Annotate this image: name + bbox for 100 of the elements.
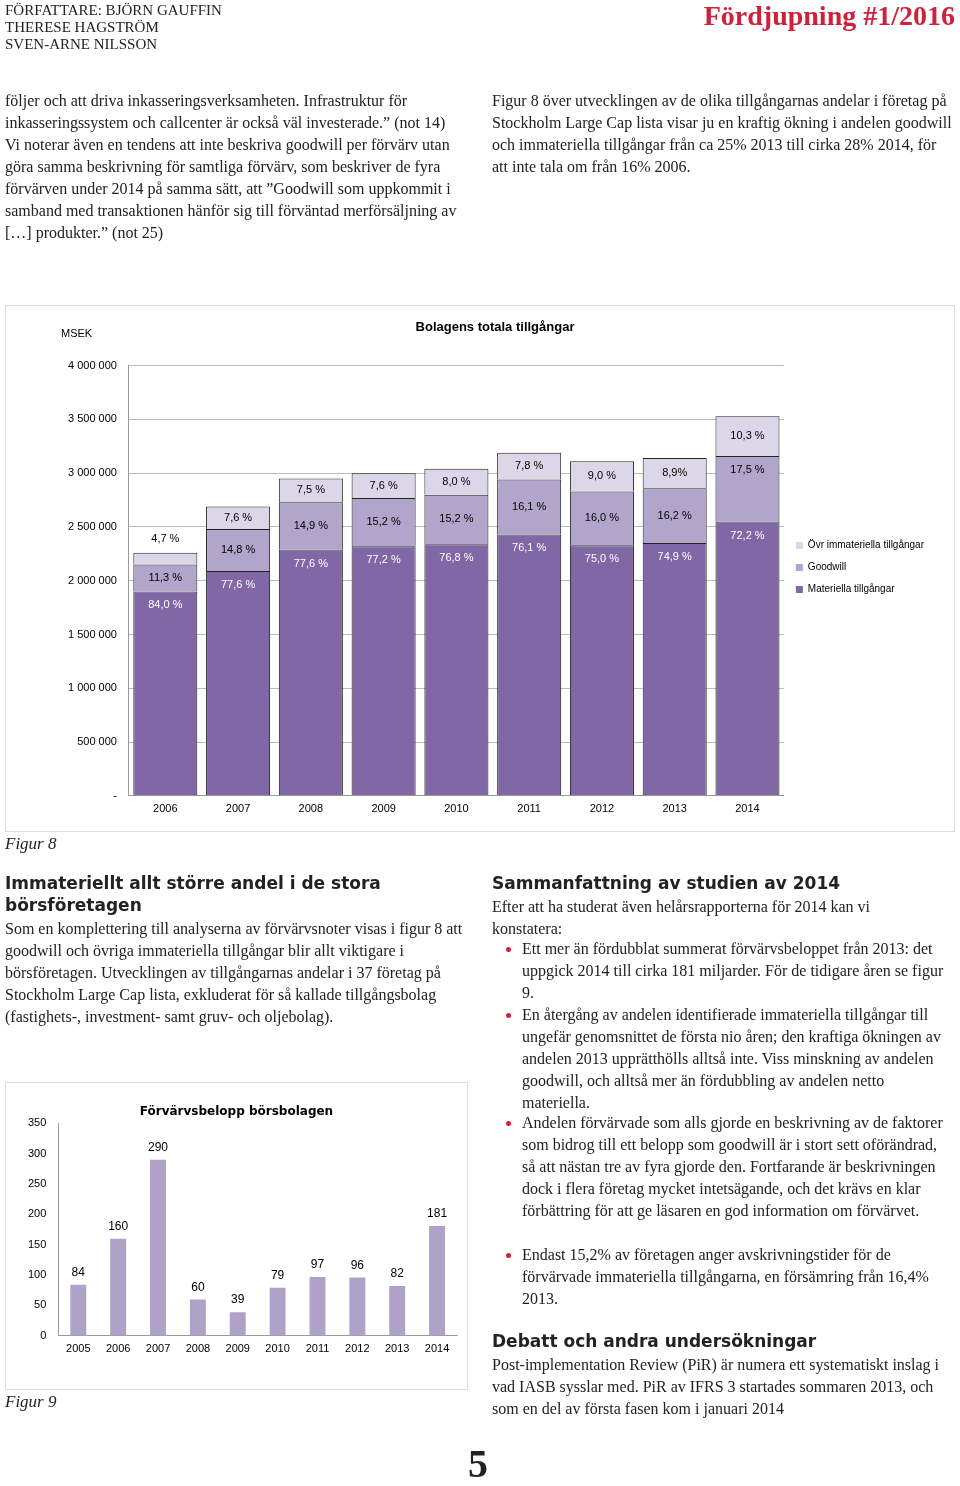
bar bbox=[189, 1299, 206, 1336]
legend-label: Materiella tillgångar bbox=[807, 583, 896, 595]
bar bbox=[150, 1159, 166, 1336]
x-tick-label: 2014 bbox=[735, 802, 760, 815]
data-label: 84 bbox=[71, 1265, 86, 1280]
x-tick-label: 2013 bbox=[662, 802, 687, 815]
text: En återgång av andelen identifierade immateriella tillgångar till ungefär genomsnittet de första nio åren; den kraftiga ökningen av andelen 2013 upprätthölls alltså inte. Viss minskning av andelen goodwill, och alltså mer än fördubbling av andelen netto materiella. bbox=[522, 1006, 941, 1111]
annotation: 16,1 % bbox=[512, 500, 547, 513]
y-tick-label: 500 000 bbox=[77, 735, 117, 748]
x-tick-label: 2008 bbox=[298, 802, 324, 815]
annotation: 72,2 % bbox=[730, 528, 765, 541]
text: Figur 8 bbox=[5, 834, 57, 854]
bar bbox=[309, 1276, 326, 1336]
legend-label: Övr immateriella tillgångar bbox=[807, 539, 925, 551]
annotation: 10,3 % bbox=[730, 429, 765, 442]
text: 5 bbox=[468, 1441, 488, 1486]
x-tick-label: 2014 bbox=[424, 1342, 450, 1355]
bar bbox=[269, 1287, 286, 1336]
x-tick-label: 2012 bbox=[345, 1342, 370, 1355]
text: Ett mer än fördubblat summerat förvärvsbeloppet från 2013: det uppgick 2014 till cirka 181 miljarder. För de tidigare åren se figur 9. bbox=[522, 940, 944, 1001]
annotation: 8,9% bbox=[662, 466, 688, 479]
text: Figur 9 bbox=[5, 1392, 57, 1412]
text: Fördjupning #1/2016 bbox=[703, 0, 955, 31]
x-tick-label: 2009 bbox=[225, 1342, 250, 1355]
legend-label: Goodwill bbox=[807, 561, 847, 573]
text: FÖRFATTARE: BJÖRN GAUFFIN THERESE HAGSTRÖM SVEN-ARNE NILSSON bbox=[5, 2, 222, 52]
annotation: 11,3 % bbox=[148, 571, 183, 584]
y-tick-label: 250 bbox=[27, 1177, 47, 1190]
annotation: 84,0 % bbox=[148, 598, 183, 611]
data-label: 60 bbox=[191, 1279, 205, 1294]
annotation: 77,6 % bbox=[293, 556, 329, 569]
data-label: 290 bbox=[148, 1140, 169, 1155]
data-label: 82 bbox=[390, 1266, 405, 1281]
annotation: 9,0 % bbox=[587, 469, 617, 482]
y-tick-label: 3 500 000 bbox=[68, 412, 117, 425]
y-tick-label: 1 500 000 bbox=[68, 627, 117, 640]
x-tick-label: 2013 bbox=[384, 1342, 410, 1355]
text: Andelen förvärvade som alls gjorde en beskrivning av de faktorer som bidrog till ett belopp som goodwill är i stort sett oförändrad, så att nästan tre av fyra gjorde den. Fortfarande är beskrivningen dock i flera företag mycket intetsägande, och det krävs en klar förbättring för att ge läsaren en god information om förvärvet. bbox=[522, 1114, 943, 1219]
y-tick-label: 1 000 000 bbox=[68, 681, 117, 694]
y-tick-label: 100 bbox=[27, 1268, 47, 1281]
annotation: 4,7 % bbox=[151, 531, 180, 544]
annotation: 7,5 % bbox=[296, 483, 326, 496]
y-tick-label: 0 bbox=[40, 1328, 47, 1341]
y-tick-label: 2 000 000 bbox=[68, 573, 117, 586]
text: Efter att ha studerat även helårsrapporterna för 2014 kan vi konstatera: bbox=[492, 898, 871, 937]
bar bbox=[349, 1277, 366, 1336]
text: Som en komplettering till analyserna av förvärvsnoter visas i figur 8 att goodwill och övriga immateriella tillgångar blir allt viktigare i börsföretagen. Utvecklingen av tillgångarnas andelar i 37 företag på Stockholm Large Cap lista, exkluderat för så kallade tillgångsbolag (fastighets-, investment- samt gruv- och oljebolag). bbox=[5, 920, 463, 1025]
y-tick-label: 200 bbox=[27, 1207, 47, 1220]
annotation: 14,9 % bbox=[293, 518, 329, 531]
data-label: 181 bbox=[427, 1206, 448, 1221]
x-tick-label: 2011 bbox=[517, 802, 541, 815]
bar bbox=[70, 1284, 87, 1336]
annotation: 16,0 % bbox=[584, 511, 620, 524]
annotation: 76,1 % bbox=[512, 541, 547, 554]
annotation: 7,8 % bbox=[515, 459, 544, 472]
data-label: 79 bbox=[270, 1268, 285, 1283]
bar bbox=[389, 1286, 406, 1336]
x-tick-label: 2007 bbox=[145, 1342, 171, 1355]
data-label: 39 bbox=[231, 1292, 245, 1307]
annotation: 15,2 % bbox=[366, 515, 401, 528]
chart-title: Förvärvsbelopp börsbolagen bbox=[139, 1104, 334, 1119]
x-tick-label: 2011 bbox=[305, 1342, 330, 1355]
annotation: 77,6 % bbox=[220, 578, 256, 591]
text: Immateriellt allt större andel i de stora börsföretagen bbox=[5, 873, 381, 915]
annotation: 17,5 % bbox=[730, 462, 765, 475]
text: Figur 8 över utvecklingen av de olika tillgångarnas andelar i företag på Stockholm Large Cap lista visar ju en kraftig ökning i andelen goodwill och immateriella tillgångar från ca 25% 2013 till cirka 28% 2014, för att inte tala om från 16% 2006. bbox=[492, 92, 952, 175]
y-tick-label: 150 bbox=[27, 1237, 47, 1250]
y-tick-label: - bbox=[113, 788, 118, 801]
bar bbox=[110, 1238, 127, 1336]
x-tick-label: 2012 bbox=[589, 802, 615, 815]
text: Post-implementation Review (PiR) är numera ett systematiskt inslag i vad IASB sysslar med. PiR av IFRS 3 startades sommaren 2013, och som en del av första fasen kom i januari 2014 bbox=[492, 1356, 940, 1417]
annotation: 77,2 % bbox=[366, 553, 401, 566]
chart-title: Bolagens totala tillgångar bbox=[415, 319, 575, 335]
y-tick-label: 4 000 000 bbox=[68, 358, 117, 371]
x-tick-label: 2008 bbox=[185, 1342, 211, 1355]
y-tick-label: 50 bbox=[34, 1298, 47, 1311]
y-axis-title: MSEK bbox=[61, 327, 93, 340]
text: följer och att driva inkasseringsverksamheten. Infrastruktur för inkasseringssystem och callcenter är också väl investerade.” (not 14) Vi noterar även en tendens att inte beskriva goodwill per förvärv utan göra samma beskrivning för samtliga förvärv, som beskriver de fyra förvärven under 2014 på samma sätt, att ”Goodwill som uppkommit i samband med transaktionen hänför sig till förväntad merförsäljning av […] produkter.” (not 25) bbox=[5, 92, 457, 241]
x-tick-label: 2010 bbox=[265, 1342, 290, 1355]
annotation: 75,0 % bbox=[584, 552, 620, 565]
text: Endast 15,2% av företagen anger avskrivningstider för de förvärvade immateriella tillgångarna, en försämring från 16,4% 2013. bbox=[522, 1246, 929, 1307]
y-tick-label: 2 500 000 bbox=[68, 519, 117, 532]
text: Sammanfattning av studien av 2014 bbox=[492, 873, 841, 893]
x-tick-label: 2010 bbox=[444, 802, 469, 815]
annotation: 7,6 % bbox=[369, 478, 398, 491]
y-tick-label: 350 bbox=[27, 1116, 47, 1129]
x-tick-label: 2006 bbox=[153, 802, 178, 815]
x-tick-label: 2009 bbox=[371, 802, 396, 815]
bar bbox=[429, 1225, 446, 1336]
y-tick-label: 3 000 000 bbox=[68, 466, 117, 479]
annotation: 8,0 % bbox=[442, 474, 471, 487]
bar bbox=[229, 1312, 246, 1336]
text: Debatt och andra undersökningar bbox=[492, 1331, 817, 1351]
annotation: 76,8 % bbox=[439, 551, 474, 564]
annotation: 16,2 % bbox=[657, 508, 693, 521]
annotation: 74,9 % bbox=[657, 550, 693, 563]
x-tick-label: 2005 bbox=[66, 1342, 91, 1355]
annotation: 14,8 % bbox=[220, 543, 256, 556]
y-tick-label: 300 bbox=[27, 1146, 47, 1159]
data-label: 97 bbox=[310, 1257, 325, 1272]
